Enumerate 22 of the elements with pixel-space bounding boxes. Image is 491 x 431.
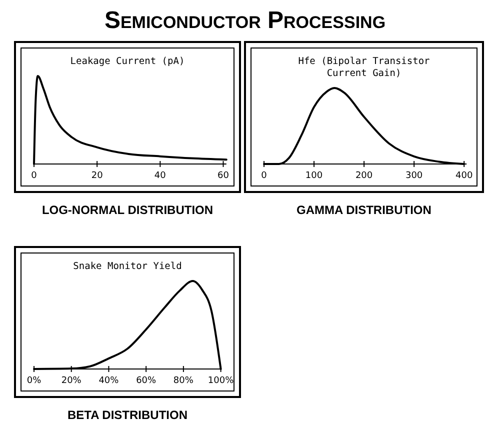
x-tick-label: 100 [305,171,323,181]
x-tick-label: 0 [261,171,268,181]
x-tick-label: 200 [355,171,373,181]
chart-title: Snake Monitor Yield [73,261,182,272]
x-tick-label: 300 [405,171,423,181]
x-axis-title: LOG-NORMAL DISTRIBUTION [42,203,214,217]
chart-title: Leakage Current (pA) [70,56,185,67]
x-tick-label: 0 [31,171,38,181]
x-tick-label: 20 [91,171,104,181]
x-tick-label: 0% [26,376,42,386]
x-tick-label: 400 [456,171,473,181]
x-tick-label: 60 [218,171,230,181]
x-axis-title: GAMMA DISTRIBUTION [296,203,432,217]
x-tick-label: 40% [98,376,120,386]
chart-title: Hfe (Bipolar Transistor Current Gain) [298,56,430,79]
x-tick-label: 100% [208,376,234,386]
x-axis-title: BETA DISTRIBUTION [68,408,188,422]
x-tick-label: 40 [154,171,166,181]
x-tick-label: 80% [173,376,194,386]
x-tick-label: 60% [136,376,157,386]
x-tick-label: 20% [61,376,82,386]
text: Semiconductor Processing [104,7,386,34]
